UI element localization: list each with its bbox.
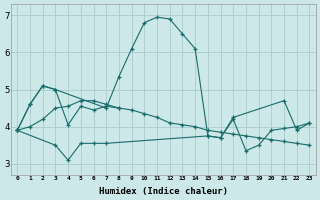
X-axis label: Humidex (Indice chaleur): Humidex (Indice chaleur)	[99, 187, 228, 196]
